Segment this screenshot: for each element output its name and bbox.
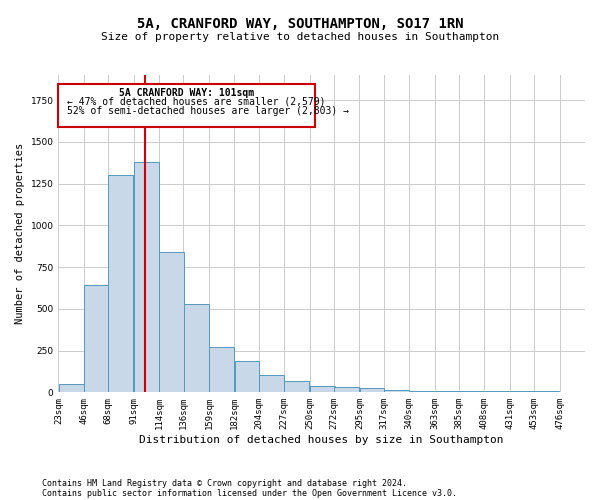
Bar [259, 375, 284, 392]
Text: Contains HM Land Registry data © Crown copyright and database right 2024.: Contains HM Land Registry data © Crown c… [42, 478, 407, 488]
Text: Size of property relative to detached houses in Southampton: Size of property relative to detached ho… [101, 32, 499, 42]
Bar [435, 390, 460, 392]
Bar [134, 162, 159, 392]
X-axis label: Distribution of detached houses by size in Southampton: Distribution of detached houses by size … [139, 435, 504, 445]
Text: 52% of semi-detached houses are larger (2,803) →: 52% of semi-detached houses are larger (… [67, 106, 349, 116]
FancyBboxPatch shape [58, 84, 315, 127]
Text: ← 47% of detached houses are smaller (2,579): ← 47% of detached houses are smaller (2,… [67, 96, 326, 106]
Bar [84, 286, 109, 393]
Bar [284, 382, 309, 392]
Text: 5A CRANFORD WAY: 101sqm: 5A CRANFORD WAY: 101sqm [119, 88, 254, 99]
Y-axis label: Number of detached properties: Number of detached properties [15, 143, 25, 324]
Bar [384, 390, 409, 392]
Bar [59, 384, 83, 392]
Bar [334, 388, 359, 392]
Text: Contains public sector information licensed under the Open Government Licence v3: Contains public sector information licen… [42, 488, 457, 498]
Bar [510, 390, 535, 392]
Text: 5A, CRANFORD WAY, SOUTHAMPTON, SO17 1RN: 5A, CRANFORD WAY, SOUTHAMPTON, SO17 1RN [137, 18, 463, 32]
Bar [310, 386, 335, 392]
Bar [359, 388, 385, 392]
Bar [235, 362, 259, 392]
Bar [409, 390, 434, 392]
Bar [160, 252, 184, 392]
Bar [209, 347, 234, 393]
Bar [184, 304, 209, 392]
Bar [109, 175, 133, 392]
